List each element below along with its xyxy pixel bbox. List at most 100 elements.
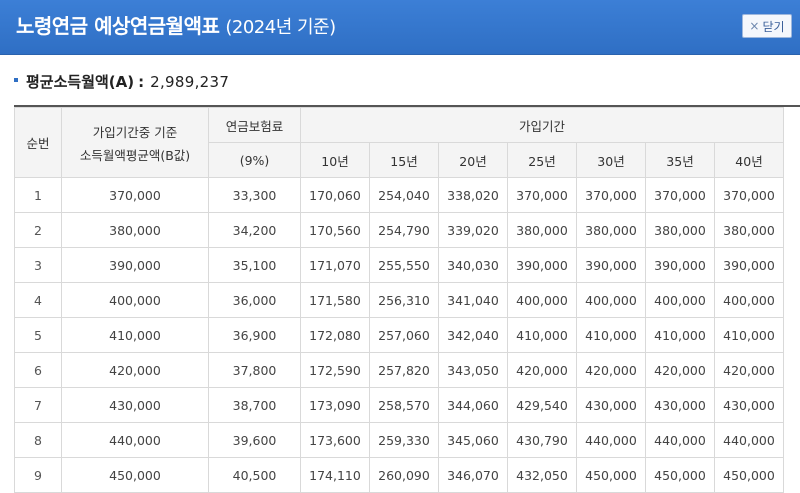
table-cell: 6	[14, 352, 62, 388]
table-cell: 37,800	[208, 352, 301, 388]
close-icon: ×	[749, 19, 760, 33]
table-cell: 39,600	[208, 422, 301, 458]
table-cell: 390,000	[576, 247, 646, 283]
table-cell: 432,050	[507, 457, 577, 493]
table-cell: 172,080	[300, 317, 370, 353]
table-cell: 171,580	[300, 282, 370, 318]
pension-table: 순번 가입기간중 기준 소득월액평균액(B값) 연금보험료 가입기간 (9%) …	[14, 107, 784, 493]
average-income-summary: 평균소득월액(A) : 2,989,237	[14, 71, 229, 92]
table-cell: 410,000	[61, 317, 209, 353]
table-cell: 346,070	[438, 457, 508, 493]
table-cell: 420,000	[576, 352, 646, 388]
table-cell: 440,000	[576, 422, 646, 458]
table-cell: 430,790	[507, 422, 577, 458]
table-cell: 8	[14, 422, 62, 458]
table-cell: 5	[14, 317, 62, 353]
header-period-2: 15년	[369, 142, 439, 178]
table-cell: 420,000	[507, 352, 577, 388]
table-body: 1 370,000 33,300 170,060 254,040 338,020 370,0…	[14, 177, 784, 493]
summary-separator: :	[138, 72, 145, 91]
table-cell: 172,590	[300, 352, 370, 388]
header-no: 순번	[14, 107, 62, 178]
table-cell: 344,060	[438, 387, 508, 423]
table-cell: 440,000	[645, 422, 715, 458]
table-cell: 257,060	[369, 317, 439, 353]
table-cell: 410,000	[645, 317, 715, 353]
table-cell: 36,000	[208, 282, 301, 318]
header-premium: 연금보험료	[208, 107, 301, 143]
table-cell: 4	[14, 282, 62, 318]
header-period-6: 35년	[645, 142, 715, 178]
table-cell: 450,000	[61, 457, 209, 493]
header-income: 가입기간중 기준 소득월액평균액(B값)	[61, 107, 209, 178]
header-period-7: 40년	[714, 142, 784, 178]
table-cell: 255,550	[369, 247, 439, 283]
table-cell: 9	[14, 457, 62, 493]
table-cell: 400,000	[61, 282, 209, 318]
table-cell: 430,000	[714, 387, 784, 423]
table-cell: 174,110	[300, 457, 370, 493]
table-cell: 430,000	[645, 387, 715, 423]
table-cell: 390,000	[714, 247, 784, 283]
table-cell: 370,000	[714, 177, 784, 213]
table-cell: 429,540	[507, 387, 577, 423]
table-cell: 35,100	[208, 247, 301, 283]
pension-table-container: 순번 가입기간중 기준 소득월액평균액(B값) 연금보험료 가입기간 (9%) …	[14, 105, 800, 493]
table-cell: 170,060	[300, 177, 370, 213]
table-cell: 370,000	[645, 177, 715, 213]
table-row: 7 430,000 38,700 173,090 258,570 344,060 429,5…	[14, 387, 784, 423]
table-row: 9 450,000 40,500 174,110 260,090 346,070 432,0…	[14, 457, 784, 493]
table-cell: 390,000	[507, 247, 577, 283]
table-row: 5 410,000 36,900 172,080 257,060 342,040 410,0…	[14, 317, 784, 353]
square-bullet-icon	[14, 77, 18, 82]
table-cell: 254,790	[369, 212, 439, 248]
table-cell: 440,000	[61, 422, 209, 458]
header-premium-rate: (9%)	[208, 142, 301, 178]
table-cell: 257,820	[369, 352, 439, 388]
table-cell: 173,600	[300, 422, 370, 458]
table-cell: 7	[14, 387, 62, 423]
summary-label: 평균소득월액(A)	[26, 73, 135, 91]
header-period-4: 25년	[507, 142, 577, 178]
table-cell: 258,570	[369, 387, 439, 423]
table-cell: 341,040	[438, 282, 508, 318]
table-cell: 2	[14, 212, 62, 248]
summary-value: 2,989,237	[150, 72, 230, 91]
table-cell: 430,000	[61, 387, 209, 423]
window-title-text: 노령연금 예상연금월액표	[16, 14, 220, 38]
table-row: 2 380,000 34,200 170,560 254,790 339,020 380,0…	[14, 212, 784, 248]
table-cell: 38,700	[208, 387, 301, 423]
table-cell: 380,000	[645, 212, 715, 248]
table-cell: 36,900	[208, 317, 301, 353]
table-cell: 340,030	[438, 247, 508, 283]
header-period: 가입기간	[300, 107, 784, 143]
table-cell: 380,000	[507, 212, 577, 248]
table-cell: 400,000	[645, 282, 715, 318]
table-cell: 400,000	[576, 282, 646, 318]
table-cell: 34,200	[208, 212, 301, 248]
table-cell: 259,330	[369, 422, 439, 458]
table-cell: 380,000	[714, 212, 784, 248]
table-cell: 380,000	[576, 212, 646, 248]
table-cell: 410,000	[507, 317, 577, 353]
table-cell: 173,090	[300, 387, 370, 423]
table-cell: 420,000	[61, 352, 209, 388]
table-cell: 450,000	[645, 457, 715, 493]
close-button[interactable]: × 닫기	[742, 14, 792, 38]
table-cell: 171,070	[300, 247, 370, 283]
table-row: 8 440,000 39,600 173,600 259,330 345,060 430,7…	[14, 422, 784, 458]
table-cell: 400,000	[507, 282, 577, 318]
table-cell: 339,020	[438, 212, 508, 248]
table-cell: 254,040	[369, 177, 439, 213]
table-cell: 170,560	[300, 212, 370, 248]
table-row: 6 420,000 37,800 172,590 257,820 343,050 420,0…	[14, 352, 784, 388]
table-cell: 420,000	[645, 352, 715, 388]
table-cell: 338,020	[438, 177, 508, 213]
table-cell: 380,000	[61, 212, 209, 248]
table-cell: 1	[14, 177, 62, 213]
table-cell: 3	[14, 247, 62, 283]
table-row: 4 400,000 36,000 171,580 256,310 341,040 400,0…	[14, 282, 784, 318]
close-button-label: 닫기	[762, 19, 785, 34]
header-income-line1: 가입기간중 기준	[92, 124, 178, 140]
table-cell: 256,310	[369, 282, 439, 318]
